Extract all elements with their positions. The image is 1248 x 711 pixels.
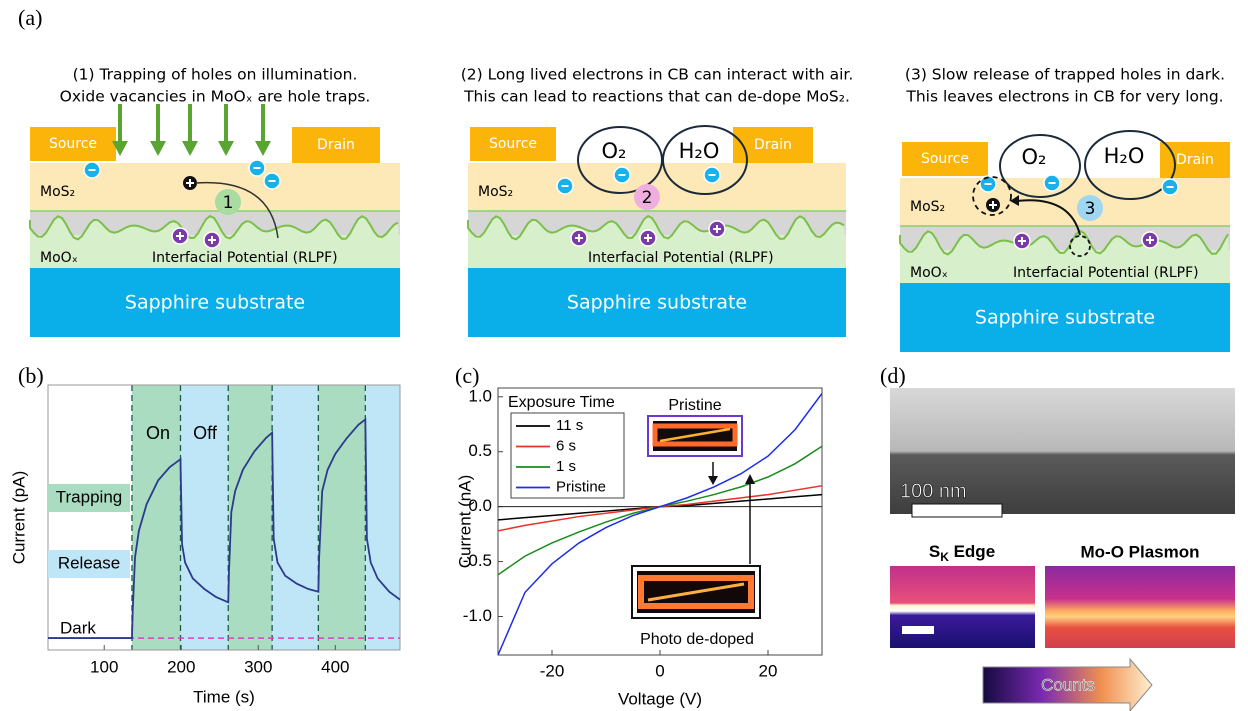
phase-region (272, 385, 318, 650)
phase-region (365, 385, 400, 650)
step-number: 3 (1085, 199, 1096, 219)
x-tick-label: 20 (759, 661, 778, 680)
layer-label: MoOₓ (40, 250, 78, 266)
annotation: Dark (60, 618, 96, 637)
potential-label: Interfacial Potential (RLPF) (1013, 265, 1199, 281)
scale-bar (912, 504, 1002, 517)
colorbar-label: Counts (1041, 675, 1095, 694)
substrate-label: Sapphire substrate (975, 307, 1155, 329)
y-tick-label: 1.0 (468, 386, 492, 405)
light-arrow-head (150, 141, 166, 156)
layer-label: MoS₂ (40, 184, 75, 200)
x-tick-label: 0 (655, 661, 664, 680)
page: { "panel_labels": ["(a)", "(b)", "(c)", … (0, 0, 1248, 711)
drain-label: Drain (1176, 152, 1214, 168)
map-scale-bar (902, 626, 934, 634)
panel-label: (c) (455, 363, 479, 388)
light-arrow-head (182, 141, 198, 156)
molecule: H₂O (679, 139, 720, 163)
y-axis-label: Current (nA) (455, 475, 474, 569)
x-tick-label: 300 (244, 657, 272, 676)
figure: (a) (b) (c) (d) (1) Trapping of holes on ill… (0, 0, 1248, 711)
annotation: Release (58, 553, 120, 572)
caption: This can lead to reactions that can de-d… (463, 88, 850, 106)
map-title: Mo-O Plasmon (1080, 542, 1199, 561)
annotation: Pristine (668, 397, 721, 414)
step-number: 1 (223, 193, 234, 213)
map-title-main: S (929, 542, 940, 561)
drain-label: Drain (754, 137, 792, 153)
layer-label: MoS₂ (910, 199, 945, 215)
legend-label: 11 s (556, 417, 583, 434)
caption: This leaves electrons in CB for very lon… (905, 88, 1223, 106)
potential-label: Interfacial Potential (RLPF) (152, 250, 338, 266)
legend-label: 1 s (556, 458, 576, 475)
diagram: (3) Slow release of trapped holes in dar… (900, 66, 1230, 353)
annotation: Photo de-doped (640, 631, 754, 648)
drain-label: Drain (317, 137, 355, 153)
panel-label: (a) (18, 5, 42, 30)
layer-label: MoOₓ (910, 265, 948, 281)
panel-label: (d) (880, 363, 906, 388)
legend-label: Pristine (556, 478, 606, 495)
x-axis-label: Time (s) (193, 687, 255, 706)
molecule: H₂O (1104, 144, 1145, 168)
caption: (1) Trapping of holes on illumination. (73, 66, 358, 84)
potential-label: Interfacial Potential (RLPF) (588, 250, 774, 266)
source-label: Source (49, 136, 97, 152)
molecule: O₂ (602, 139, 627, 163)
light-arrow-head (255, 141, 271, 156)
map-title-sub: K (940, 550, 949, 564)
legend-label: 6 s (556, 437, 576, 454)
molecule: O₂ (1022, 145, 1047, 169)
layer-label: MoS₂ (478, 184, 513, 200)
x-tick-label: -20 (540, 661, 565, 680)
diagram: (2) Long lived electrons in CB can inter… (461, 66, 854, 338)
x-axis-label: Voltage (V) (618, 689, 702, 708)
caption: Oxide vacancies in MoOₓ are hole traps. (60, 88, 371, 106)
substrate-label: Sapphire substrate (125, 292, 305, 314)
map-title: SK Edge (929, 542, 995, 564)
map-title-rest: Edge (949, 542, 995, 561)
x-tick-label: 100 (90, 657, 118, 676)
mos2-layer (900, 178, 1230, 225)
caption: (2) Long lived electrons in CB can inter… (461, 66, 854, 84)
legend-title: Exposure Time (508, 394, 615, 411)
step-number: 2 (642, 188, 653, 208)
mapo-map (1045, 566, 1235, 648)
pointer-head (708, 476, 718, 485)
y-tick-label: 0.5 (468, 441, 492, 460)
sk-edge-map (890, 566, 1035, 648)
y-axis-label: Current (pA) (9, 471, 28, 565)
pointer-head (745, 474, 755, 484)
annotation: Trapping (56, 487, 122, 506)
caption: (3) Slow release of trapped holes in dar… (905, 66, 1225, 84)
annotation: On (146, 423, 170, 443)
x-tick-label: 200 (167, 657, 195, 676)
light-arrow-head (218, 141, 234, 156)
scale-label: 100 nm (900, 480, 967, 502)
diagram: (1) Trapping of holes on illumination. Ox… (30, 66, 400, 338)
source-label: Source (921, 151, 969, 167)
annotation: Off (193, 423, 218, 443)
panel-label: (b) (18, 363, 44, 388)
y-tick-label: -1.0 (463, 606, 492, 625)
phase-region (228, 385, 272, 650)
x-tick-label: 400 (321, 657, 349, 676)
substrate-label: Sapphire substrate (567, 292, 747, 314)
source-label: Source (489, 136, 537, 152)
